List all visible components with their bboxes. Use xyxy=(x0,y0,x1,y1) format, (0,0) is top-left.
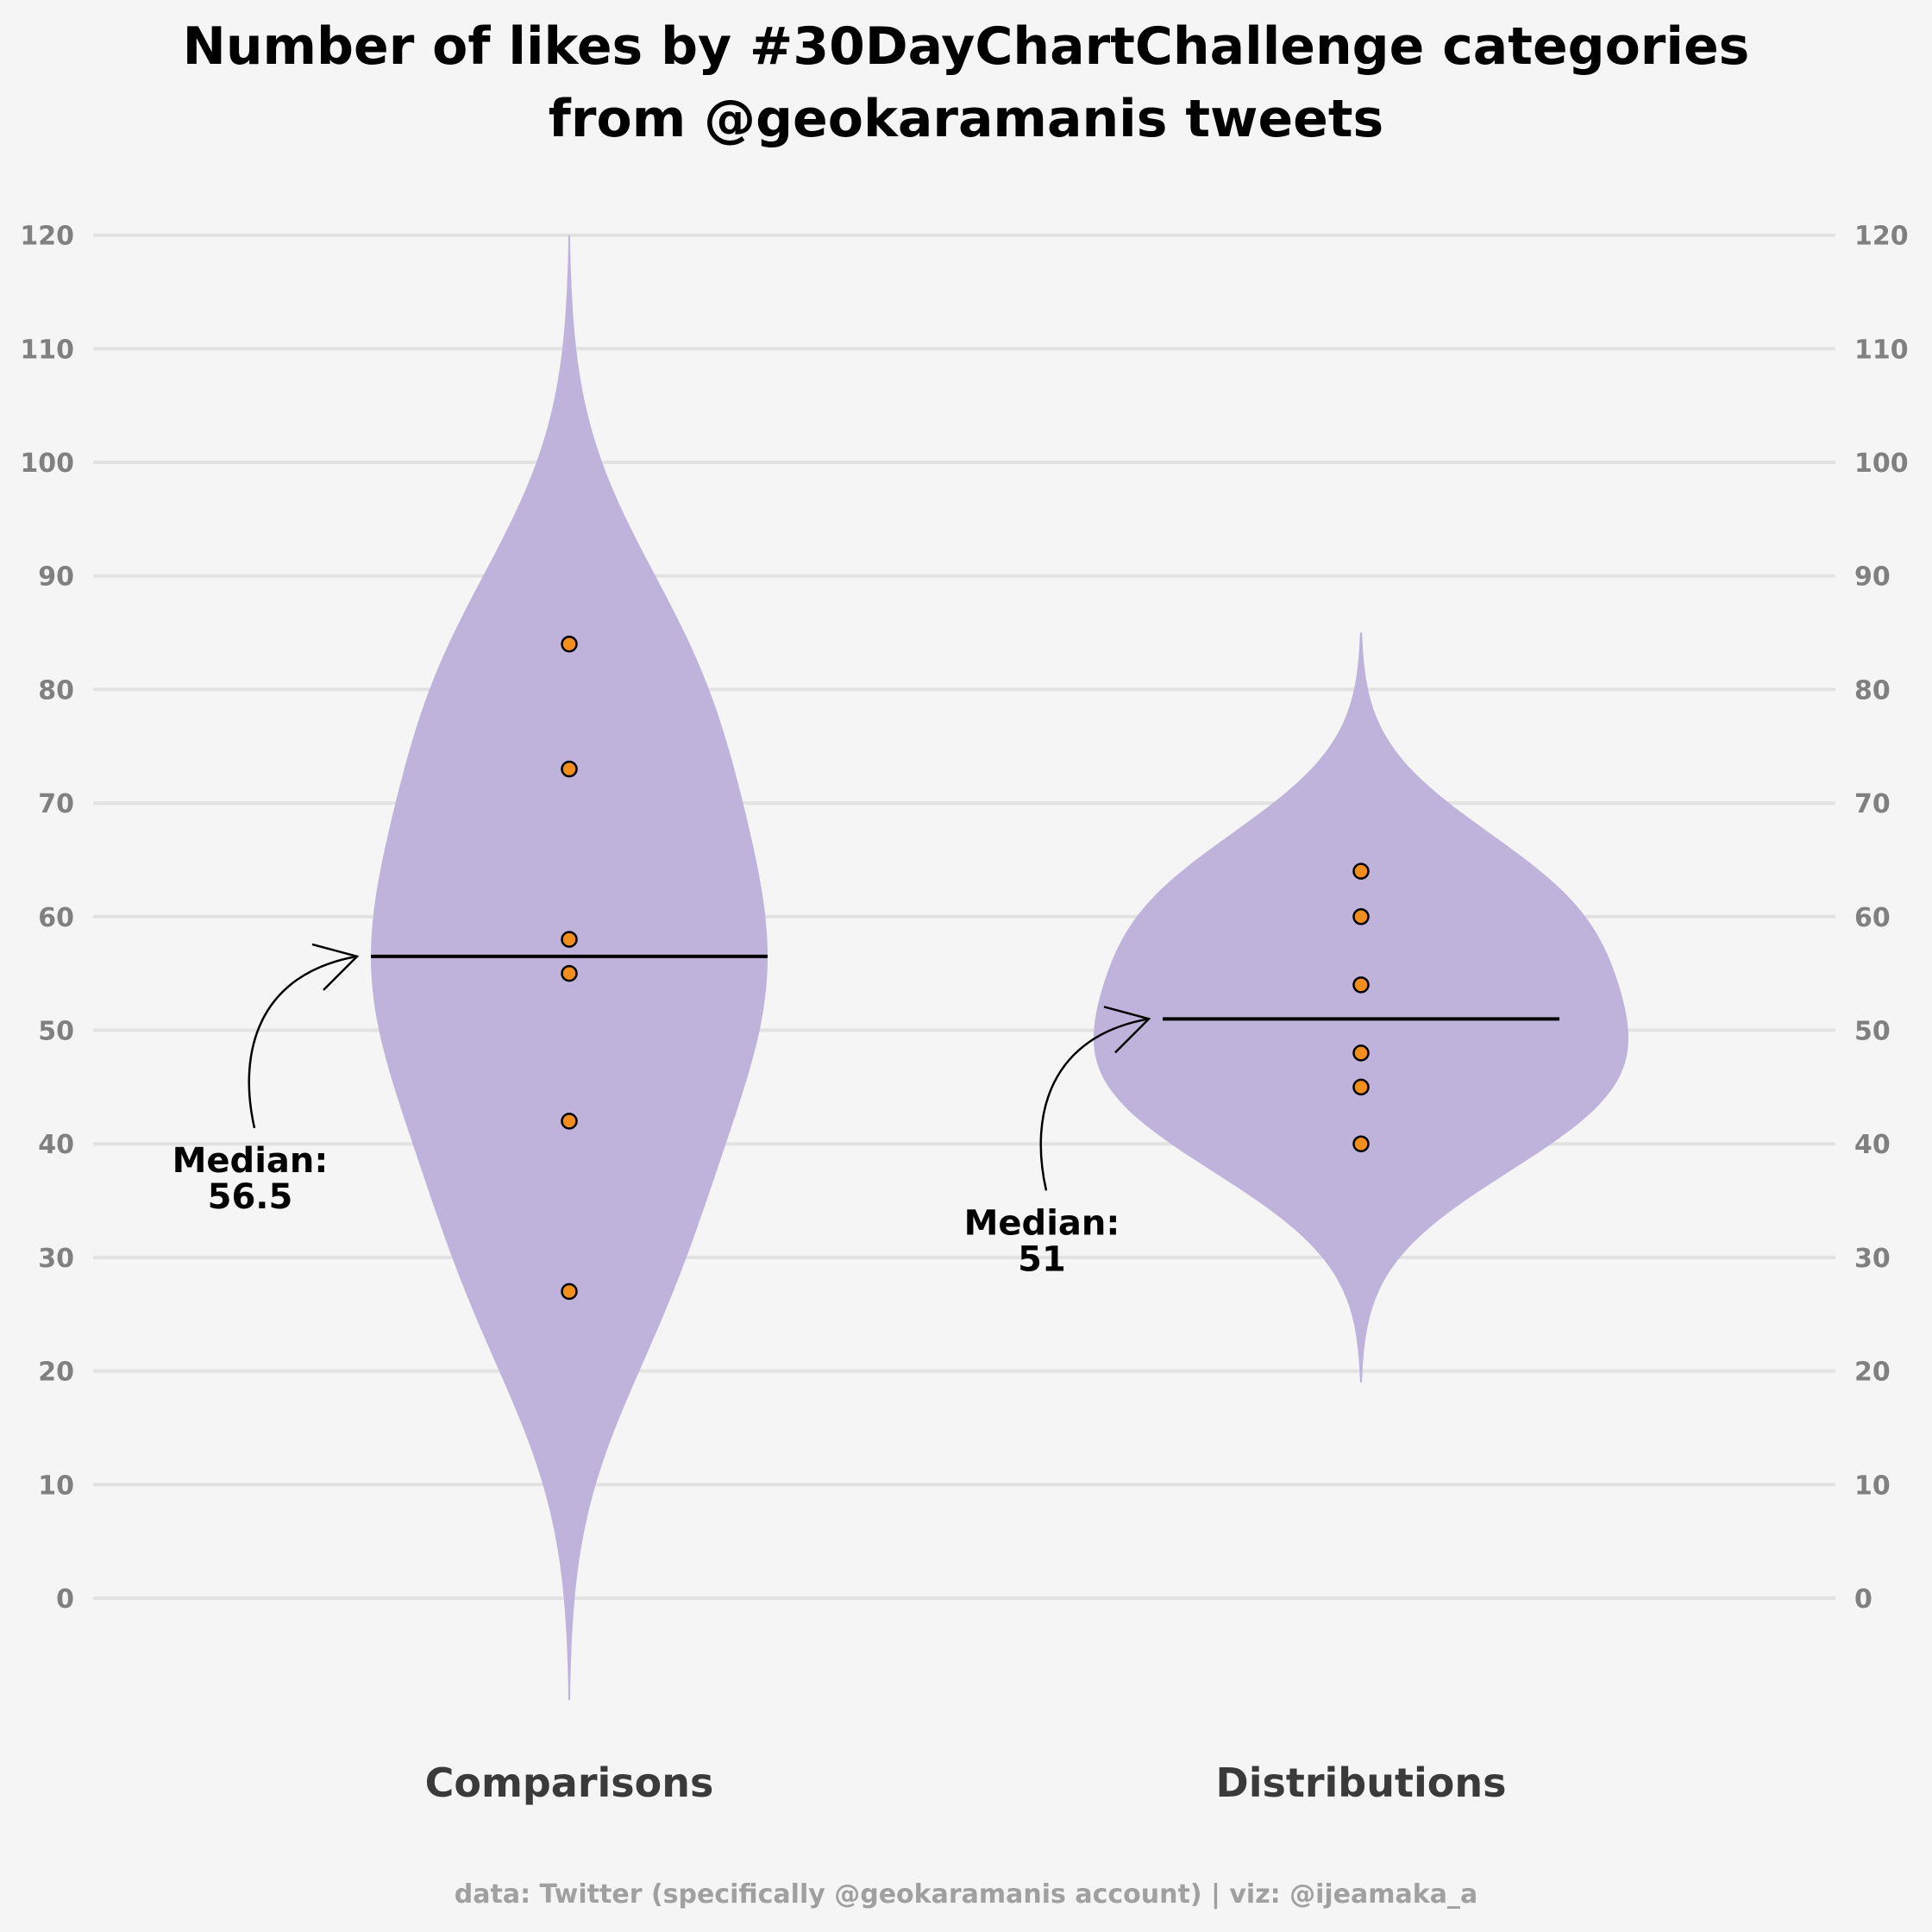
chart-subtitle: from @geokaramanis tweets xyxy=(549,89,1383,149)
y-tick-right-90: 90 xyxy=(1854,562,1891,593)
point-distributions-4 xyxy=(1352,1078,1370,1096)
y-tick-right-20: 20 xyxy=(1854,1358,1891,1388)
point-comparisons-2 xyxy=(561,931,578,948)
violin-distributions xyxy=(1094,632,1628,1383)
median-arrowhead-comparisons xyxy=(311,943,360,991)
point-distributions-2 xyxy=(1352,976,1370,994)
category-label-comparisons: Comparisons xyxy=(425,1760,714,1806)
point-comparisons-0 xyxy=(561,635,578,653)
y-tick-right-30: 30 xyxy=(1854,1244,1891,1274)
y-tick-right-0: 0 xyxy=(1854,1584,1872,1615)
y-tick-left-50: 50 xyxy=(38,1017,74,1047)
y-tick-left-80: 80 xyxy=(38,675,74,706)
median-lines xyxy=(371,954,1559,1021)
y-tick-right-50: 50 xyxy=(1854,1017,1891,1047)
point-comparisons-3 xyxy=(561,964,578,982)
point-distributions-3 xyxy=(1352,1044,1370,1062)
y-tick-right-110: 110 xyxy=(1854,335,1909,365)
point-distributions-5 xyxy=(1352,1135,1370,1152)
point-comparisons-4 xyxy=(561,1113,578,1130)
median-arrow-comparisons xyxy=(248,955,358,1129)
y-tick-left-0: 0 xyxy=(56,1584,74,1615)
point-distributions-0 xyxy=(1352,862,1370,880)
y-tick-left-40: 40 xyxy=(38,1130,74,1160)
median-arrowhead-distributions xyxy=(1103,1006,1151,1054)
y-tick-left-70: 70 xyxy=(38,789,74,819)
y-tick-right-40: 40 xyxy=(1854,1130,1891,1160)
chart-title: Number of likes by #30DayChartChallenge … xyxy=(183,16,1750,77)
point-comparisons-1 xyxy=(561,760,578,778)
y-tick-left-30: 30 xyxy=(38,1244,74,1274)
y-tick-left-10: 10 xyxy=(38,1471,74,1501)
y-tick-right-60: 60 xyxy=(1854,903,1891,933)
median-arrow-distributions xyxy=(1039,1018,1150,1191)
median-label-comparisons-line1: Median: xyxy=(172,1141,329,1181)
y-tick-left-90: 90 xyxy=(38,562,74,593)
y-tick-left-20: 20 xyxy=(38,1358,74,1388)
data-points xyxy=(561,635,1370,1301)
y-tick-right-70: 70 xyxy=(1854,789,1891,819)
y-tick-left-100: 100 xyxy=(20,448,74,479)
chart-caption: data: Twitter (specifically @geokaramani… xyxy=(455,1879,1477,1910)
median-label-distributions-line1: Median: xyxy=(964,1203,1120,1243)
y-tick-right-100: 100 xyxy=(1854,448,1909,479)
x-axis-category-labels: Comparisons Distributions xyxy=(425,1760,1507,1806)
y-tick-right-10: 10 xyxy=(1854,1471,1891,1501)
y-tick-left-120: 120 xyxy=(20,222,74,252)
point-comparisons-5 xyxy=(561,1283,578,1301)
y-tick-left-60: 60 xyxy=(38,903,74,933)
y-tick-left-110: 110 xyxy=(20,335,74,365)
y-tick-right-80: 80 xyxy=(1854,675,1891,706)
median-label-distributions-line2: 51 xyxy=(1018,1239,1066,1279)
median-label-comparisons-line2: 56.5 xyxy=(208,1177,293,1217)
point-distributions-1 xyxy=(1352,908,1370,925)
y-tick-right-120: 120 xyxy=(1854,222,1909,252)
category-label-distributions: Distributions xyxy=(1216,1760,1507,1806)
y-axis-tick-labels: 0 0 10 10 20 20 30 30 40 40 50 50 60 60 70 70 80 80 90 90 10… xyxy=(20,222,1908,1615)
